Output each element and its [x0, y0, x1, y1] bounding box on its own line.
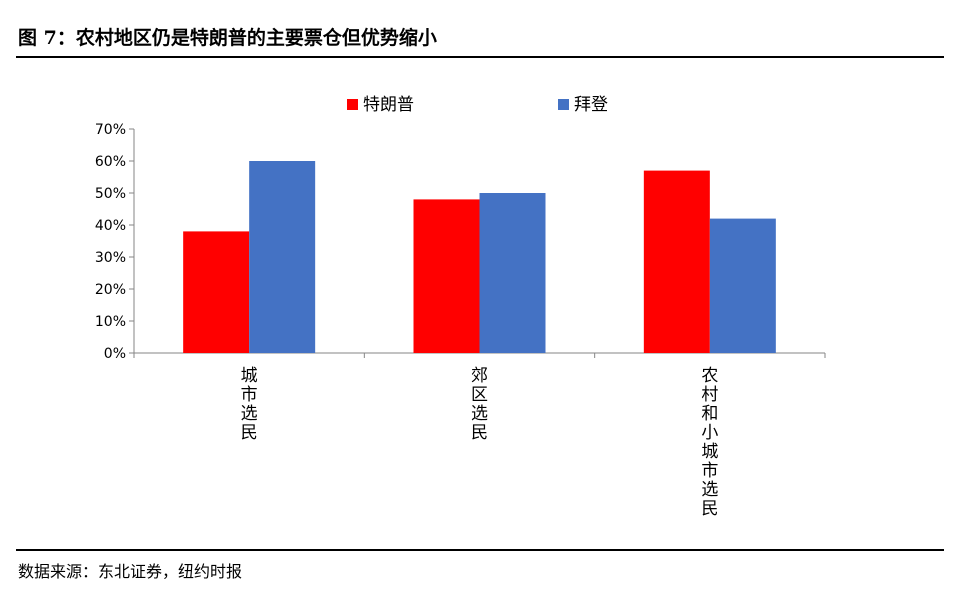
bar-0-2: [643, 170, 710, 353]
y-tick-label: 50%: [95, 186, 126, 202]
x-tick-label: 郊区选民: [471, 366, 488, 443]
bar-1-1: [479, 193, 546, 353]
top-rule: [16, 56, 944, 58]
legend-label-1: 拜登: [574, 95, 608, 115]
y-tick-label: 40%: [95, 218, 126, 234]
bar-0-1: [413, 199, 480, 353]
bottom-rule: [16, 549, 944, 551]
y-tick-label: 70%: [95, 122, 126, 138]
legend-label-0: 特朗普: [363, 95, 414, 115]
bar-1-0: [249, 161, 316, 353]
legend-swatch-1: [558, 99, 569, 110]
y-tick-label: 20%: [95, 282, 126, 298]
figure-title: 图 7：农村地区仍是特朗普的主要票仓但优势缩小: [18, 27, 437, 49]
legend-swatch-0: [347, 99, 358, 110]
bar-1-2: [709, 218, 776, 353]
y-tick-label: 60%: [95, 154, 126, 170]
y-tick-label: 30%: [95, 250, 126, 266]
source-note: 数据来源：东北证券，纽约时报: [18, 562, 243, 581]
bar-0-0: [183, 231, 250, 353]
x-tick-label: 城市选民: [241, 366, 258, 443]
x-tick-label: 农村和小城市选民: [701, 366, 718, 519]
y-tick-label: 10%: [95, 314, 126, 330]
y-tick-label: 0%: [104, 346, 126, 362]
